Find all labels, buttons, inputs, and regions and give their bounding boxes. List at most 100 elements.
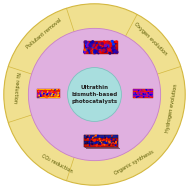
Circle shape	[147, 92, 149, 93]
Circle shape	[88, 143, 90, 145]
Circle shape	[101, 142, 102, 143]
Text: Hydrogen evolution: Hydrogen evolution	[165, 83, 179, 133]
Circle shape	[44, 92, 45, 94]
Circle shape	[108, 48, 112, 52]
Circle shape	[51, 91, 52, 93]
Circle shape	[111, 40, 114, 43]
Circle shape	[114, 143, 116, 144]
Circle shape	[98, 50, 99, 52]
Circle shape	[148, 96, 149, 97]
Circle shape	[143, 96, 145, 98]
Circle shape	[100, 146, 101, 147]
Circle shape	[95, 47, 97, 49]
Circle shape	[115, 48, 118, 50]
Circle shape	[111, 45, 116, 50]
Circle shape	[89, 145, 90, 146]
Text: Pollutant removal: Pollutant removal	[25, 18, 62, 50]
Circle shape	[112, 50, 115, 53]
Circle shape	[99, 43, 102, 45]
Circle shape	[105, 51, 107, 53]
Circle shape	[106, 43, 109, 46]
Circle shape	[109, 50, 112, 53]
Circle shape	[106, 140, 107, 142]
Circle shape	[87, 144, 89, 146]
Circle shape	[4, 4, 185, 185]
Circle shape	[106, 51, 108, 53]
Circle shape	[43, 95, 44, 96]
Circle shape	[115, 47, 117, 49]
Circle shape	[114, 145, 116, 147]
Circle shape	[114, 47, 116, 49]
Circle shape	[49, 93, 51, 95]
Circle shape	[101, 143, 103, 145]
Circle shape	[109, 48, 111, 50]
Circle shape	[110, 40, 113, 43]
Circle shape	[105, 143, 106, 144]
Bar	[84, 144, 118, 147]
Circle shape	[102, 49, 104, 51]
Bar	[133, 92, 153, 94]
Circle shape	[108, 141, 110, 143]
Circle shape	[149, 91, 150, 93]
Circle shape	[52, 93, 53, 95]
Circle shape	[113, 141, 114, 142]
Circle shape	[93, 44, 96, 48]
Circle shape	[91, 143, 93, 145]
Circle shape	[101, 137, 103, 138]
Circle shape	[106, 46, 109, 49]
Circle shape	[38, 90, 40, 92]
Circle shape	[141, 89, 143, 91]
Circle shape	[38, 89, 39, 90]
Circle shape	[143, 89, 145, 91]
Circle shape	[43, 93, 44, 94]
Circle shape	[149, 89, 151, 91]
Circle shape	[89, 141, 91, 142]
Circle shape	[110, 47, 113, 50]
Circle shape	[110, 46, 113, 49]
Circle shape	[85, 41, 88, 43]
Circle shape	[100, 44, 103, 47]
Circle shape	[45, 94, 47, 95]
Circle shape	[111, 144, 112, 146]
Circle shape	[93, 44, 95, 46]
Circle shape	[83, 49, 86, 52]
Circle shape	[91, 143, 92, 144]
Circle shape	[40, 95, 42, 97]
Circle shape	[88, 137, 89, 138]
Circle shape	[99, 42, 102, 45]
Circle shape	[99, 43, 101, 45]
Circle shape	[37, 95, 39, 97]
Text: Ultrathin
bismuth-based
photocatalysts: Ultrathin bismuth-based photocatalysts	[71, 85, 118, 104]
Circle shape	[113, 50, 116, 53]
Circle shape	[97, 135, 99, 137]
Circle shape	[105, 43, 108, 47]
Circle shape	[105, 137, 107, 139]
Circle shape	[89, 138, 91, 140]
Circle shape	[51, 91, 52, 93]
Bar	[133, 97, 153, 98]
Circle shape	[92, 52, 95, 54]
Circle shape	[106, 137, 108, 139]
Circle shape	[55, 95, 57, 97]
Circle shape	[141, 89, 143, 91]
Bar	[37, 90, 60, 92]
Circle shape	[114, 140, 116, 142]
Circle shape	[99, 41, 102, 44]
Circle shape	[111, 50, 114, 53]
Circle shape	[112, 51, 114, 54]
Circle shape	[99, 49, 101, 50]
Bar	[37, 97, 60, 98]
Circle shape	[150, 94, 152, 96]
Circle shape	[95, 41, 97, 43]
Circle shape	[89, 47, 93, 51]
Circle shape	[92, 139, 94, 142]
Circle shape	[104, 50, 105, 51]
Circle shape	[114, 144, 117, 146]
Circle shape	[58, 94, 60, 96]
Circle shape	[99, 142, 101, 144]
Circle shape	[92, 43, 95, 46]
Circle shape	[88, 46, 92, 50]
Circle shape	[44, 94, 46, 95]
Circle shape	[55, 93, 56, 95]
Bar	[84, 135, 118, 147]
